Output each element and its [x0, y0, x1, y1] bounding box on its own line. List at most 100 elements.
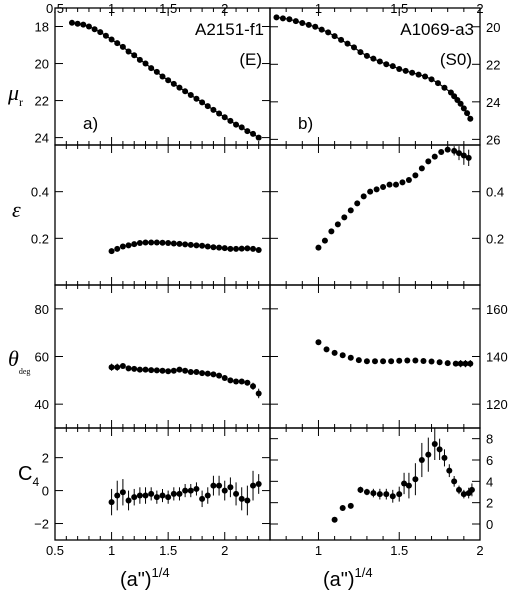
data-point	[193, 368, 200, 375]
data-point	[142, 60, 149, 67]
data-point	[244, 379, 251, 386]
data-point	[380, 184, 387, 190]
x-tick-label: 0.5	[46, 1, 64, 16]
data-point	[182, 487, 189, 494]
y-tick-label: 4	[486, 474, 493, 489]
data-point	[318, 26, 325, 33]
data-point	[279, 15, 286, 22]
data-point	[405, 482, 412, 489]
data-point	[341, 214, 348, 221]
data-point	[351, 44, 357, 51]
data-point	[227, 245, 234, 252]
data-point	[119, 43, 126, 50]
data-point	[465, 154, 472, 161]
panel-frame	[54, 144, 271, 286]
data-point	[131, 52, 138, 59]
data-point	[412, 357, 419, 364]
data-point	[204, 492, 211, 499]
y-tick-label: 20	[35, 57, 49, 72]
data-point	[457, 360, 464, 367]
data-point	[176, 366, 183, 373]
data-point	[339, 505, 346, 511]
data-point	[131, 365, 138, 372]
data-point	[204, 370, 211, 377]
profile-curve	[71, 22, 260, 139]
data-point	[125, 242, 132, 249]
data-point	[357, 49, 364, 56]
panel-ellipticity-right: 0.2 0.4	[269, 144, 504, 286]
data-point	[255, 247, 262, 253]
data-point	[153, 367, 160, 374]
data-point	[347, 207, 354, 214]
morphology-label: (S0)	[440, 50, 472, 69]
data-point	[331, 516, 338, 523]
data-point	[412, 476, 419, 483]
data-point	[467, 115, 474, 122]
data-point	[425, 158, 432, 165]
data-point	[325, 29, 332, 36]
x-tick-label: 2	[476, 543, 483, 558]
y-tick-label: 20	[486, 20, 500, 35]
data-point	[210, 371, 217, 378]
data-point	[187, 368, 194, 375]
x-title-right: (a")1/4	[323, 565, 373, 591]
data-point	[355, 357, 362, 364]
data-point	[376, 491, 383, 498]
data-point	[286, 16, 293, 23]
data-point	[136, 240, 143, 246]
data-point	[402, 67, 409, 74]
data-point	[376, 58, 383, 65]
data-point	[292, 18, 299, 25]
data-point	[438, 149, 445, 155]
data-point	[418, 165, 425, 172]
data-point	[305, 21, 312, 28]
y-tick-label: 120	[486, 397, 508, 412]
data-point	[221, 245, 228, 252]
data-point	[142, 239, 149, 246]
data-point	[299, 20, 306, 27]
data-point	[250, 130, 257, 137]
data-point	[165, 77, 172, 84]
data-point	[334, 221, 341, 228]
data-point	[204, 103, 211, 110]
data-point	[312, 23, 319, 30]
data-point	[153, 239, 160, 246]
data-point	[388, 358, 395, 365]
data-point	[452, 360, 459, 367]
data-point	[68, 19, 75, 26]
y-title-epsilon: ε	[12, 197, 21, 222]
data-point	[420, 358, 427, 365]
data-point	[370, 490, 377, 497]
data-point	[216, 482, 223, 489]
data-point	[315, 244, 322, 251]
data-point	[159, 367, 166, 374]
data-point	[210, 244, 217, 251]
data-point	[221, 374, 228, 381]
data-point	[360, 193, 367, 200]
y-tick-label: 0	[486, 517, 493, 532]
data-point	[216, 110, 223, 117]
y-tick-label: 160	[486, 302, 508, 317]
data-point	[415, 71, 422, 78]
data-point	[193, 485, 200, 492]
data-point	[428, 76, 435, 83]
data-point	[159, 239, 166, 246]
data-point	[363, 358, 370, 365]
data-point	[170, 490, 177, 497]
x-tick-label: 1.5	[159, 1, 177, 16]
x-tick-label: 1	[315, 1, 322, 16]
data-point	[386, 181, 393, 188]
y-tick-label: 18	[35, 20, 49, 35]
data-point	[233, 378, 240, 385]
data-point	[131, 494, 138, 501]
y-tick-label: 0.2	[31, 231, 49, 246]
y-title-theta: θdeg	[8, 346, 30, 376]
data-point	[91, 26, 98, 33]
data-point	[204, 243, 211, 250]
data-point	[159, 492, 166, 499]
data-point	[321, 237, 328, 244]
data-point	[227, 117, 234, 124]
data-point	[435, 80, 441, 87]
data-point	[405, 177, 412, 183]
data-point	[238, 378, 245, 385]
